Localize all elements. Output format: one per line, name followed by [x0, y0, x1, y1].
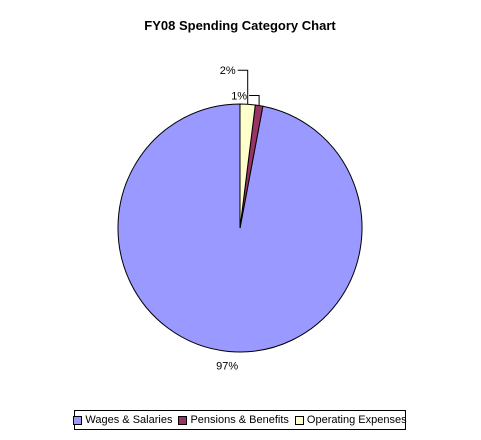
- legend-swatch: [178, 415, 188, 425]
- chart-title: FY08 Spending Category Chart: [144, 18, 336, 33]
- legend-item-pensions-and-benefits: Pensions & Benefits: [178, 414, 289, 426]
- chart-legend: Wages & Salaries Pensions & Benefits Opera…: [73, 410, 407, 430]
- legend-swatch: [294, 415, 304, 425]
- legend-label: Operating Expenses: [306, 414, 407, 426]
- legend-label: Wages & Salaries: [85, 414, 173, 426]
- legend-swatch: [73, 415, 83, 425]
- data-label-operating-expenses: 2%: [220, 65, 236, 77]
- data-label-wages-and-salaries: 97%: [216, 360, 238, 372]
- legend-label: Pensions & Benefits: [190, 414, 289, 426]
- legend-item-wages-and-salaries: Wages & Salaries: [73, 414, 172, 426]
- pie-slice-operating-expenses: [239, 103, 256, 229]
- data-label-pensions-and-benefits: 1%: [231, 91, 247, 103]
- legend-item-operating-expenses: Operating Expenses: [294, 414, 407, 426]
- leader-line-pensions-and-benefits: [249, 95, 260, 106]
- leader-line-operating-expenses: [237, 69, 249, 105]
